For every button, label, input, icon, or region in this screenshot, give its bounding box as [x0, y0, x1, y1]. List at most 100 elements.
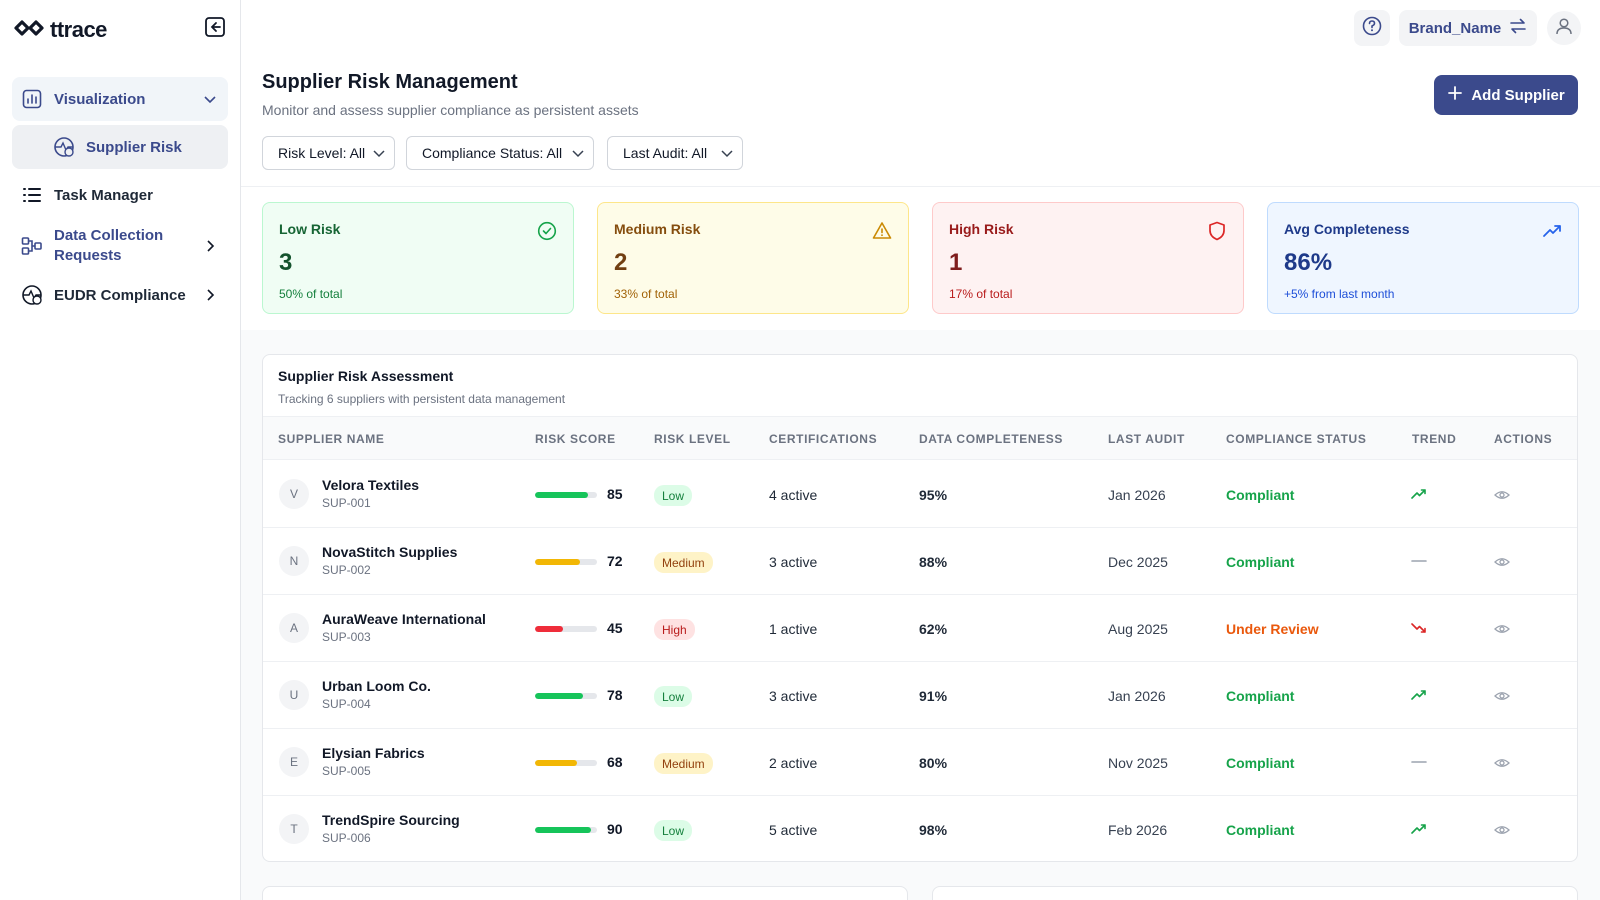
- card-label: Medium Risk: [614, 221, 701, 237]
- sidebar-item-data-collection-requests[interactable]: Data Collection Requests: [12, 225, 228, 267]
- supplier-name[interactable]: Urban Loom Co.: [322, 678, 431, 694]
- supplier-name[interactable]: NovaStitch Supplies: [322, 544, 458, 560]
- low-risk-card: Low Risk 3 50% of total: [262, 202, 574, 314]
- data-completeness: 88%: [919, 554, 948, 570]
- logo-mark-icon: [12, 18, 46, 43]
- compliance-status: Compliant: [1226, 688, 1295, 704]
- supplier-id: SUP-001: [322, 496, 371, 510]
- risk-score-bar: [535, 827, 597, 833]
- chevron-down-icon: [202, 91, 218, 107]
- trend-up-icon: [1411, 486, 1427, 502]
- user-icon: [1554, 16, 1574, 41]
- column-header[interactable]: DATA COMPLETENESS: [919, 432, 1063, 446]
- eye-icon[interactable]: [1494, 487, 1510, 503]
- header-divider: [241, 186, 1600, 187]
- chevron-right-icon: [202, 287, 218, 303]
- data-completeness: 62%: [919, 621, 948, 637]
- column-header[interactable]: RISK LEVEL: [654, 432, 731, 446]
- supplier-name[interactable]: TrendSpire Sourcing: [322, 812, 460, 828]
- table-row[interactable]: E Elysian Fabrics SUP-005 68 Medium 2 active 8…: [263, 729, 1577, 796]
- medium-risk-card: Medium Risk 2 33% of total: [597, 202, 909, 314]
- supplier-name[interactable]: AuraWeave International: [322, 611, 486, 627]
- chevron-down-icon: [571, 146, 585, 160]
- card-label: Low Risk: [279, 221, 341, 237]
- supplier-name[interactable]: Velora Textiles: [322, 477, 420, 493]
- sidebar-item-supplier-risk[interactable]: Supplier Risk: [12, 125, 228, 169]
- risk-score-bar: [535, 760, 597, 766]
- sidebar-item-visualization[interactable]: Visualization: [12, 77, 228, 121]
- column-header: ACTIONS: [1494, 432, 1553, 446]
- sidebar-item-label: Visualization: [54, 90, 146, 108]
- card-note: 50% of total: [279, 287, 343, 301]
- risk-score-bar: [535, 693, 597, 699]
- chevron-down-icon: [720, 146, 734, 160]
- column-header[interactable]: RISK SCORE: [535, 432, 616, 446]
- risk-score: 90: [607, 821, 623, 837]
- table-row[interactable]: V Velora Textiles SUP-001 85 Low 4 active 95% J…: [263, 461, 1577, 528]
- table-subtitle: Tracking 6 suppliers with persistent dat…: [278, 392, 566, 406]
- column-header[interactable]: SUPPLIER NAME: [278, 432, 385, 446]
- table-row[interactable]: N NovaStitch Supplies SUP-002 72 Medium 3 act…: [263, 528, 1577, 595]
- certifications: 4 active: [769, 487, 818, 503]
- logo[interactable]: ttrace: [12, 17, 107, 43]
- column-header[interactable]: TREND: [1412, 432, 1457, 446]
- chevron-down-icon: [372, 146, 386, 160]
- logo-text: ttrace: [50, 17, 107, 42]
- add-supplier-button[interactable]: Add Supplier: [1434, 75, 1578, 115]
- workflow-icon: [20, 234, 44, 258]
- last-audit: Jan 2026: [1108, 487, 1166, 503]
- eye-icon[interactable]: [1494, 554, 1510, 570]
- sidebar: ttrace Visualization Supplier Risk Task …: [0, 0, 241, 900]
- eye-icon[interactable]: [1494, 688, 1510, 704]
- card-note: +5% from last month: [1284, 287, 1395, 301]
- supplier-id: SUP-003: [322, 630, 371, 644]
- certifications: 3 active: [769, 554, 818, 570]
- supplier-name[interactable]: Elysian Fabrics: [322, 745, 425, 761]
- data-completeness: 80%: [919, 755, 948, 771]
- compliance-status-filter[interactable]: Compliance Status: All: [406, 136, 594, 170]
- sidebar-item-label: EUDR Compliance: [54, 286, 186, 304]
- bottom-panel-left: [262, 886, 908, 900]
- card-note: 17% of total: [949, 287, 1013, 301]
- supplier-id: SUP-005: [322, 764, 371, 778]
- collapse-sidebar-icon: [204, 16, 226, 43]
- chart-icon: [20, 87, 44, 111]
- risk-score: 85: [607, 486, 623, 502]
- table-header: SUPPLIER NAME RISK SCORE RISK LEVEL CERT…: [263, 416, 1577, 460]
- user-menu-button[interactable]: [1547, 11, 1581, 45]
- sidebar-item-eudr-compliance[interactable]: EUDR Compliance: [12, 282, 228, 308]
- table-row[interactable]: T TrendSpire Sourcing SUP-006 90 Low 5 active…: [263, 796, 1577, 861]
- sidebar-item-task-manager[interactable]: Task Manager: [12, 182, 228, 208]
- bottom-panel-right: [932, 886, 1578, 900]
- last-audit: Feb 2026: [1108, 822, 1168, 838]
- trend-up-icon: [1411, 821, 1427, 837]
- page-title: Supplier Risk Management: [262, 71, 518, 93]
- collapse-sidebar-button[interactable]: [203, 16, 227, 43]
- risk-score-bar-fill: [535, 827, 591, 833]
- help-button[interactable]: [1354, 10, 1390, 46]
- page-subtitle: Monitor and assess supplier compliance a…: [262, 102, 639, 118]
- sidebar-item-label: Supplier Risk: [86, 138, 182, 156]
- data-completeness: 98%: [919, 822, 948, 838]
- risk-level-filter[interactable]: Risk Level: All: [262, 136, 395, 170]
- eye-icon[interactable]: [1494, 755, 1510, 771]
- eye-icon[interactable]: [1494, 621, 1510, 637]
- table-row[interactable]: A AuraWeave International SUP-003 45 High 1 a…: [263, 595, 1577, 662]
- last-audit: Dec 2025: [1108, 554, 1168, 570]
- column-header[interactable]: CERTIFICATIONS: [769, 432, 878, 446]
- supplier-avatar: A: [279, 613, 309, 643]
- column-header[interactable]: LAST AUDIT: [1108, 432, 1185, 446]
- supplier-avatar: V: [279, 479, 309, 509]
- table-row[interactable]: U Urban Loom Co. SUP-004 78 Low 3 active 91% Ja…: [263, 662, 1577, 729]
- brand-switcher[interactable]: Brand_Name: [1399, 10, 1537, 46]
- risk-score-bar-fill: [535, 492, 588, 498]
- certifications: 1 active: [769, 621, 818, 637]
- supplier-risk-table-panel: Supplier Risk Assessment Tracking 6 supp…: [262, 354, 1578, 862]
- trend-up-icon: [1542, 221, 1562, 241]
- sidebar-item-label: Task Manager: [54, 186, 153, 204]
- column-header[interactable]: COMPLIANCE STATUS: [1226, 432, 1367, 446]
- last-audit-filter[interactable]: Last Audit: All: [607, 136, 743, 170]
- help-icon: [1362, 16, 1382, 41]
- risk-level-badge: High: [654, 619, 695, 640]
- eye-icon[interactable]: [1494, 822, 1510, 838]
